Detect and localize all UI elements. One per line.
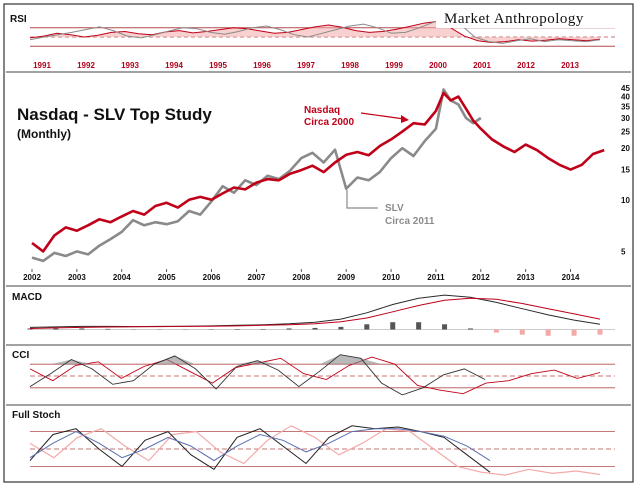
macd-panel-label: MACD [12, 292, 42, 303]
rsi-x-tick-label: 2013 [561, 61, 579, 70]
rsi-x-tick-label: 1996 [253, 61, 271, 70]
main-x-axis: 2002 2003 2004 2005 2006 2007 2008 2009 2010 2011… [23, 269, 580, 282]
main-y-tick-label: 15 [621, 166, 630, 175]
outer-border [3, 3, 634, 483]
main-y-tick-label: 30 [621, 114, 630, 123]
rsi-lines [29, 18, 601, 44]
brand-backdrop [436, 6, 631, 28]
rsi-x-tick-label: 2001 [473, 61, 491, 70]
main-x-tick-label: 2013 [517, 273, 535, 282]
rsi-area-fill [30, 21, 600, 43]
cci-plot [29, 354, 615, 396]
nasdaq-annotation-arrow [360, 112, 405, 120]
main-y-tick-label: 35 [621, 103, 630, 112]
main-x-tick-label: 2010 [382, 273, 400, 282]
main-y-tick-label: 5 [621, 247, 626, 256]
main-x-tick-label: 2004 [113, 273, 131, 282]
macd-series-line [29, 297, 601, 329]
chart-title: Nasdaq - SLV Top Study [17, 105, 212, 124]
cci-series-line [29, 356, 601, 395]
cci-overbought-fill [30, 354, 485, 365]
nasdaq-arrowhead-icon [401, 115, 409, 123]
rsi-x-tick-label: 2012 [517, 61, 535, 70]
slv-price-line [31, 88, 482, 263]
slv-annotation-pointer [346, 190, 378, 209]
nasdaq-price-line [31, 91, 605, 253]
main-x-tick-label: 2005 [158, 273, 176, 282]
rsi-x-tick-label: 1997 [297, 61, 315, 70]
rsi-series-line [29, 18, 601, 44]
slv-annotation-line1: SLV [385, 203, 404, 214]
main-y-tick-label: 45 [621, 84, 630, 93]
stoch-series-line [29, 425, 601, 476]
macd-plot [27, 294, 615, 336]
rsi-x-tick-label: 1995 [209, 61, 227, 70]
main-y-tick-label: 40 [621, 93, 630, 102]
rsi-x-tick-label: 1991 [33, 61, 51, 70]
stoch-panel-label: Full Stoch [12, 410, 60, 421]
main-y-tick-label: 25 [621, 128, 630, 137]
main-x-tick-label: 2007 [248, 273, 266, 282]
stoch-series-line [29, 428, 491, 462]
rsi-x-tick-label: 1992 [77, 61, 95, 70]
main-y-tick-label: 20 [621, 144, 630, 153]
main-x-tick-label: 2002 [23, 273, 41, 282]
chart-subtitle: (Monthly) [17, 127, 71, 141]
rsi-x-tick-label: 2000 [429, 61, 447, 70]
rsi-shaded-area [30, 21, 600, 43]
stoch-series-line [29, 425, 491, 473]
main-price-lines [31, 88, 605, 263]
main-x-tick-label: 2012 [472, 273, 490, 282]
main-x-tick-label: 2003 [68, 273, 86, 282]
main-y-tick-label: 10 [621, 196, 630, 205]
rsi-panel-label: RSI [10, 14, 27, 25]
rsi-series-line [29, 20, 601, 44]
slv-annotation-line2: Circa 2011 [385, 216, 435, 227]
rsi-x-tick-label: 1998 [341, 61, 359, 70]
cci-series-line [29, 354, 486, 396]
main-x-tick-label: 2014 [562, 273, 580, 282]
nasdaq-annotation-line2: Circa 2000 [304, 117, 354, 128]
main-x-tick-label: 2009 [337, 273, 355, 282]
stoch-plot [29, 425, 615, 476]
brand-logo: Market Anthropology [444, 11, 584, 27]
rsi-x-tick-label: 1999 [385, 61, 403, 70]
main-x-tick-label: 2011 [427, 273, 445, 282]
main-x-tick-label: 2006 [203, 273, 221, 282]
cci-panel-label: CCI [12, 350, 29, 361]
rsi-x-axis: 1991 1992 1993 1994 1995 1996 1997 1998 1999 2000… [33, 61, 579, 70]
nasdaq-annotation-line1: Nasdaq [304, 105, 340, 116]
rsi-x-tick-label: 1994 [165, 61, 183, 70]
main-x-tick-label: 2008 [292, 273, 310, 282]
rsi-x-tick-label: 1993 [121, 61, 139, 70]
